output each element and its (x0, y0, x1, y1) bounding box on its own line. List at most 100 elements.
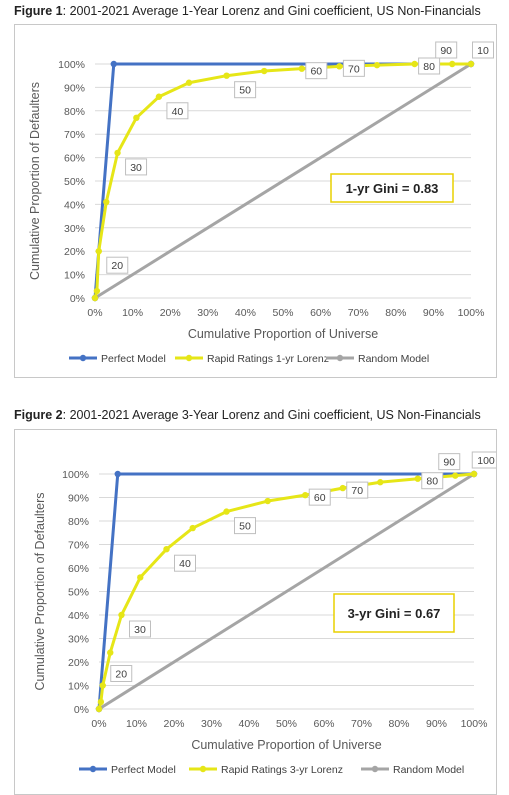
annotation-label: 80 (426, 476, 438, 488)
x-tick-label: 70% (348, 307, 369, 319)
data-point-rapid-ratings-1-yr-lorenz (336, 63, 343, 70)
y-tick-label: 60% (68, 563, 89, 575)
y-tick-label: 100% (62, 469, 89, 481)
annotation-box (166, 102, 189, 120)
annotation-label: 30 (134, 624, 146, 636)
y-tick-label: 70% (68, 540, 89, 552)
legend-swatch-marker (336, 354, 344, 362)
legend-label: Perfect Model (101, 353, 166, 365)
y-tick-label: 40% (68, 610, 89, 622)
figure-2-title: Figure 2: 2001-2021 Average 3-Year Loren… (14, 408, 481, 422)
legend-label: Random Model (358, 353, 429, 365)
x-tick-label: 0% (87, 307, 102, 319)
y-axis-title: Cumulative Proportion of Defaulters (28, 82, 42, 280)
x-tick-label: 30% (201, 718, 222, 730)
x-tick-label: 10% (122, 307, 143, 319)
data-point-rapid-ratings-3-yr-lorenz (137, 574, 144, 581)
annotation-label: 20 (111, 260, 123, 272)
y-tick-label: 30% (64, 223, 85, 235)
series-line-random-model (98, 472, 475, 711)
chart-1: 0% 10% 20% 30% 40% 50% 60% 70% 80% 90% 100% 0% 10% 20… (28, 41, 494, 365)
y-tick-label: 0% (70, 293, 85, 305)
annotation-label: 30 (130, 162, 142, 174)
legend-swatch-marker (371, 765, 379, 773)
annotation-label: 60 (310, 66, 322, 78)
y-tick-label: 70% (64, 129, 85, 141)
data-point-rapid-ratings-3-yr-lorenz (302, 491, 309, 499)
annotation-box (435, 41, 458, 59)
y-tick-label: 90% (68, 493, 89, 505)
gini-label: 1-yr Gini = 0.83 (346, 181, 439, 196)
y-tick-label: 50% (64, 176, 85, 188)
chart-1-panel: 0% 10% 20% 30% 40% 50% 60% 70% 80% 90% 100% 0% 10% 20… (14, 24, 497, 378)
annotation-label: 90 (440, 45, 452, 57)
legend-swatch-marker (79, 354, 87, 362)
gini-box (330, 173, 454, 203)
legend-swatch-marker (185, 354, 193, 362)
annotation-label: 90 (443, 457, 455, 469)
data-point-rapid-ratings-3-yr-lorenz (95, 705, 103, 713)
annotation-box (106, 256, 129, 274)
data-point-rapid-ratings-1-yr-lorenz (185, 79, 193, 86)
annotation-label: 40 (172, 106, 184, 118)
data-point-rapid-ratings-1-yr-lorenz (467, 60, 475, 68)
legend-label: Random Model (393, 764, 464, 776)
figure-1-caption: : 2001-2021 Average 1-Year Lorenz and Gi… (62, 4, 481, 18)
figure-1-label: Figure 1 (14, 4, 63, 18)
annotation-box (438, 453, 461, 471)
data-point-rapid-ratings-1-yr-lorenz (93, 287, 101, 295)
legend-label: Rapid Ratings 3-yr Lorenz (221, 764, 343, 776)
legend-label: Rapid Ratings 1-yr Lorenz (207, 353, 329, 365)
annotation-label: 100 (477, 455, 495, 467)
data-point-perfect-model (110, 60, 118, 68)
x-tick-label: 100% (461, 718, 488, 730)
annotation-label: 40 (179, 558, 191, 570)
y-tick-label: 80% (68, 516, 89, 528)
x-tick-label: 80% (385, 307, 406, 319)
annotation-box (471, 451, 496, 469)
data-point-rapid-ratings-1-yr-lorenz (411, 60, 418, 68)
annotation-label: 80 (423, 61, 435, 73)
data-point-rapid-ratings-3-yr-lorenz (264, 497, 271, 505)
x-tick-label: 80% (388, 718, 409, 730)
x-tick-label: 90% (426, 718, 447, 730)
x-tick-label: 90% (423, 307, 444, 319)
y-tick-label: 100% (58, 59, 85, 71)
data-point-rapid-ratings-3-yr-lorenz (107, 649, 114, 656)
y-tick-label: 30% (68, 634, 89, 646)
annotation-box (125, 158, 148, 176)
legend-swatch-marker (199, 765, 207, 773)
figure-2-caption: : 2001-2021 Average 3-Year Lorenz and Gi… (62, 408, 481, 422)
annotation-label: 20 (115, 669, 127, 681)
data-point-rapid-ratings-1-yr-lorenz (103, 198, 110, 206)
annotation-label: 10 (477, 45, 489, 57)
gini-box (333, 593, 455, 633)
x-tick-label: 40% (238, 718, 259, 730)
annotation-label: 50 (239, 85, 251, 97)
y-tick-label: 20% (64, 246, 85, 258)
figure-1-title: Figure 1: 2001-2021 Average 1-Year Loren… (14, 4, 481, 18)
data-point-rapid-ratings-3-yr-lorenz (97, 698, 105, 706)
data-point-rapid-ratings-3-yr-lorenz (339, 484, 346, 492)
y-tick-label: 20% (68, 657, 89, 669)
annotation-box (234, 517, 256, 535)
data-point-rapid-ratings-3-yr-lorenz (189, 524, 196, 532)
y-axis-title: Cumulative Proportion of Defaulters (33, 492, 47, 690)
annotation-label: 50 (239, 521, 251, 533)
x-tick-label: 20% (160, 307, 181, 319)
legend-label: Perfect Model (111, 764, 176, 776)
y-tick-label: 80% (64, 106, 85, 118)
annotation-box (418, 57, 441, 75)
data-point-rapid-ratings-1-yr-lorenz (114, 149, 121, 157)
data-point-rapid-ratings-3-yr-lorenz (163, 546, 170, 553)
y-tick-label: 0% (74, 704, 89, 716)
data-point-rapid-ratings-1-yr-lorenz (95, 248, 102, 255)
annotation-label: 70 (348, 63, 360, 75)
figure-2-label: Figure 2 (14, 408, 63, 422)
x-tick-label: 30% (197, 307, 218, 319)
series-line-random-model (94, 62, 472, 300)
annotation-box (174, 554, 196, 572)
x-tick-label: 70% (351, 718, 372, 730)
y-tick-label: 10% (64, 270, 85, 282)
annotation-box (472, 41, 494, 59)
